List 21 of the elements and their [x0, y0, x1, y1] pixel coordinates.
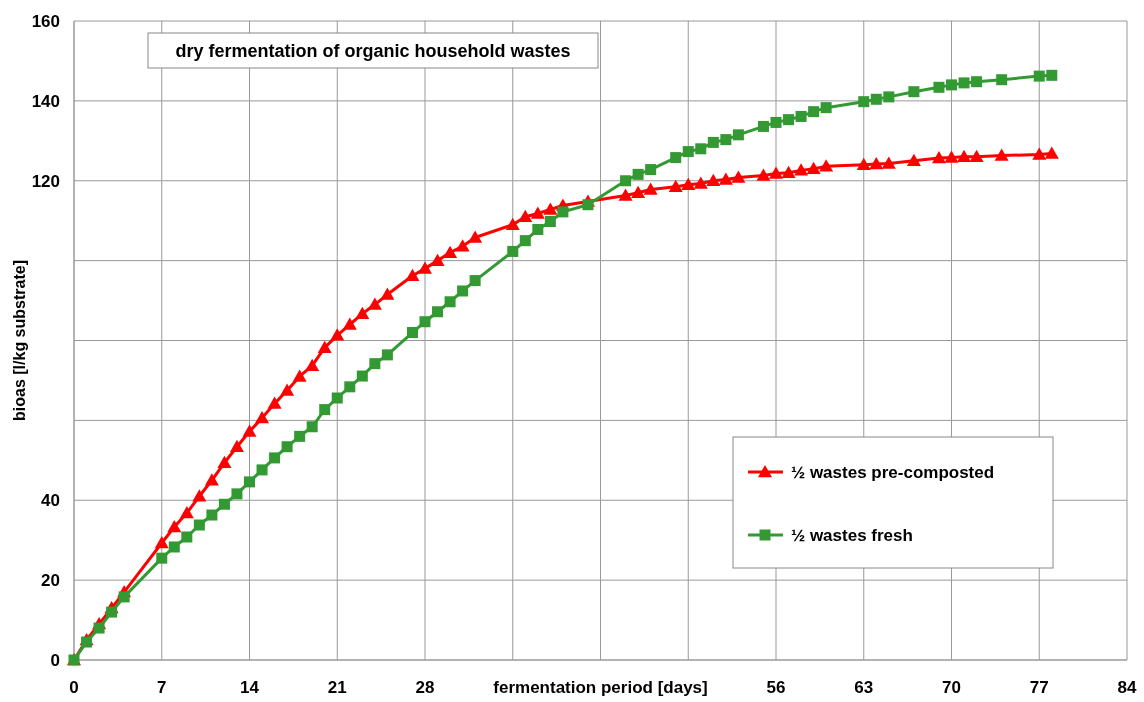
y-tick-label: 40: [41, 491, 60, 511]
legend-label: ½ wastes fresh: [791, 526, 913, 545]
x-tick-label: 56: [766, 678, 786, 697]
x-tick-label: 14: [240, 678, 260, 697]
x-tick-label: 21: [327, 678, 347, 697]
x-tick-label: 63: [854, 678, 874, 697]
x-tick-label: 84: [1117, 678, 1137, 697]
x-tick-label: 28: [415, 678, 435, 697]
x-tick-label: 77: [1029, 678, 1049, 697]
y-tick-label: 120: [31, 171, 60, 191]
legend-label: ½ wastes pre-composted: [791, 463, 995, 482]
y-tick-label: 160: [31, 12, 60, 31]
y-tick-label: 20: [41, 571, 60, 591]
x-tick-label: 7: [157, 678, 167, 697]
x-tick-label: 0: [69, 678, 79, 697]
text: dry fermentation of organic household wastes: [175, 41, 571, 61]
y-tick-label: 0: [50, 651, 60, 670]
x-axis-title: fermentation period [days]: [493, 678, 708, 697]
y-tick-label: 140: [31, 91, 60, 111]
x-tick-label: 70: [942, 678, 961, 697]
y-axis-title: bioas [l/kg substrate]: [11, 260, 28, 421]
